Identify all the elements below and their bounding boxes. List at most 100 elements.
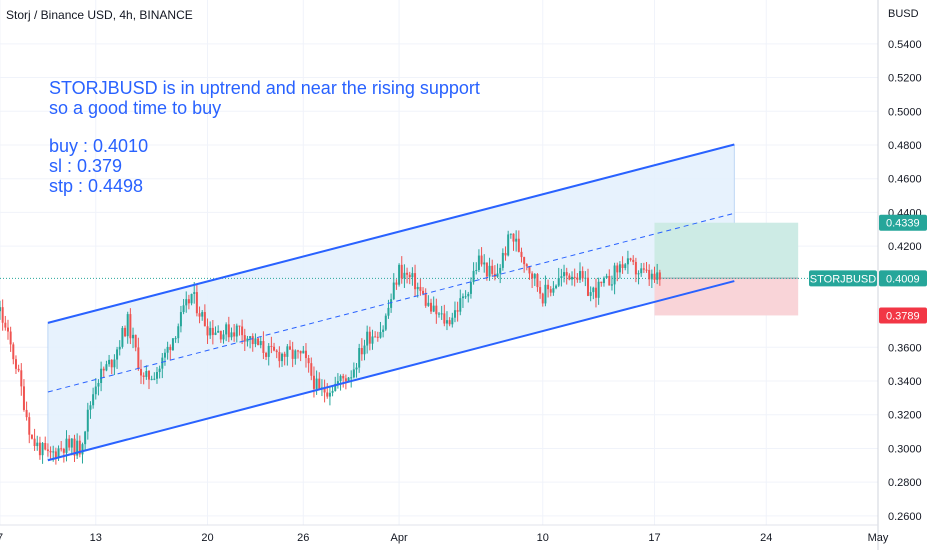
candle-body bbox=[243, 335, 246, 342]
candle-body bbox=[419, 286, 422, 291]
candle-body bbox=[331, 390, 334, 393]
symbol-tag-bg bbox=[809, 270, 877, 287]
annotation-text[interactable]: STORJBUSD is in uptrend and near the ris… bbox=[49, 78, 480, 118]
candle-body bbox=[153, 378, 156, 380]
x-tick-label: May bbox=[868, 532, 889, 544]
candle-body bbox=[374, 336, 377, 338]
candle-body bbox=[166, 346, 169, 353]
candle-body bbox=[573, 276, 576, 278]
candle-body bbox=[464, 296, 467, 298]
candle-body bbox=[459, 298, 462, 312]
candle-body bbox=[427, 302, 430, 306]
candle-body bbox=[116, 349, 119, 360]
candle-body bbox=[241, 326, 244, 336]
candle-body bbox=[368, 331, 371, 344]
candle-body bbox=[581, 271, 584, 279]
candle-body bbox=[326, 392, 329, 397]
candle-body bbox=[416, 286, 419, 290]
candle-body bbox=[456, 310, 459, 312]
candle-body bbox=[366, 331, 369, 346]
candle-body bbox=[38, 442, 41, 456]
candle-body bbox=[267, 345, 270, 357]
candle-body bbox=[640, 268, 643, 274]
candle-body bbox=[155, 372, 158, 379]
candle-body bbox=[504, 252, 507, 256]
candle-body bbox=[517, 238, 520, 252]
candle-body bbox=[315, 378, 318, 389]
candle-body bbox=[637, 273, 640, 275]
candle-body bbox=[352, 369, 355, 378]
channel-lower-line[interactable] bbox=[47, 280, 735, 462]
candle-body bbox=[203, 312, 206, 327]
candle-body bbox=[334, 383, 337, 391]
candle-body bbox=[94, 386, 97, 395]
candle-body bbox=[328, 392, 331, 397]
y-tick-label: 0.4200 bbox=[888, 241, 922, 253]
x-tick-label: 10 bbox=[537, 532, 549, 544]
candle-body bbox=[230, 332, 233, 338]
candle-body bbox=[33, 438, 36, 447]
candle-body bbox=[480, 255, 483, 265]
candle-body bbox=[528, 266, 531, 274]
candle-body bbox=[472, 270, 475, 283]
candle-body bbox=[491, 265, 494, 274]
candle-body bbox=[618, 264, 621, 273]
candle-body bbox=[382, 329, 385, 332]
candle-body bbox=[12, 344, 15, 360]
trade-levels-text[interactable]: buy : 0.4010 sl : 0.379 stp : 0.4498 bbox=[49, 136, 148, 196]
candle-body bbox=[259, 341, 262, 346]
candle-body bbox=[62, 448, 65, 453]
candle-body bbox=[81, 444, 84, 455]
candle-body bbox=[108, 359, 111, 365]
candle-body bbox=[214, 332, 217, 335]
candle-body bbox=[70, 438, 73, 448]
candle-body bbox=[339, 375, 342, 382]
candle-body bbox=[488, 265, 491, 277]
candle-body bbox=[443, 313, 446, 324]
x-tick-label: Apr bbox=[391, 532, 408, 544]
candle-body bbox=[384, 315, 387, 330]
x-tick-label: 17 bbox=[648, 532, 660, 544]
candle-body bbox=[105, 364, 108, 371]
candle-body bbox=[73, 438, 76, 456]
candle-body bbox=[520, 251, 523, 258]
candle-body bbox=[134, 334, 137, 348]
y-tick-label: 0.5000 bbox=[888, 106, 922, 118]
candle-body bbox=[9, 331, 12, 345]
candle-body bbox=[78, 440, 81, 455]
candle-body bbox=[347, 377, 350, 382]
candle-body bbox=[568, 275, 571, 280]
candle-body bbox=[275, 350, 278, 353]
candle-body bbox=[597, 281, 600, 298]
candle-body bbox=[360, 348, 363, 355]
candle-body bbox=[579, 271, 582, 280]
candle-body bbox=[398, 264, 401, 285]
x-tick-label: 20 bbox=[201, 532, 213, 544]
channel-lines[interactable] bbox=[47, 143, 735, 462]
candle-body bbox=[137, 347, 140, 369]
candle-body bbox=[312, 375, 315, 389]
candle-body bbox=[379, 331, 382, 338]
candle-body bbox=[289, 346, 292, 350]
annotation-line: so a good time to buy bbox=[49, 98, 222, 118]
candle-body bbox=[219, 330, 222, 340]
candle-body bbox=[273, 346, 276, 351]
candle-body bbox=[435, 305, 438, 315]
y-tick-label: 0.2600 bbox=[888, 511, 922, 523]
candle-body bbox=[344, 378, 347, 382]
channel-upper-line[interactable] bbox=[47, 143, 735, 324]
candle-body bbox=[610, 284, 613, 286]
candle-body bbox=[392, 282, 395, 300]
candle-body bbox=[453, 310, 456, 318]
candle-body bbox=[475, 270, 478, 272]
candle-body bbox=[318, 378, 321, 389]
profit-zone bbox=[654, 222, 799, 279]
channel-middle-line[interactable] bbox=[47, 212, 735, 393]
candle-body bbox=[84, 431, 87, 445]
candle-body bbox=[201, 312, 204, 317]
x-tick-label: 26 bbox=[297, 532, 309, 544]
candle-body bbox=[195, 292, 198, 314]
candle-body bbox=[147, 370, 150, 380]
candle-body bbox=[22, 386, 25, 410]
